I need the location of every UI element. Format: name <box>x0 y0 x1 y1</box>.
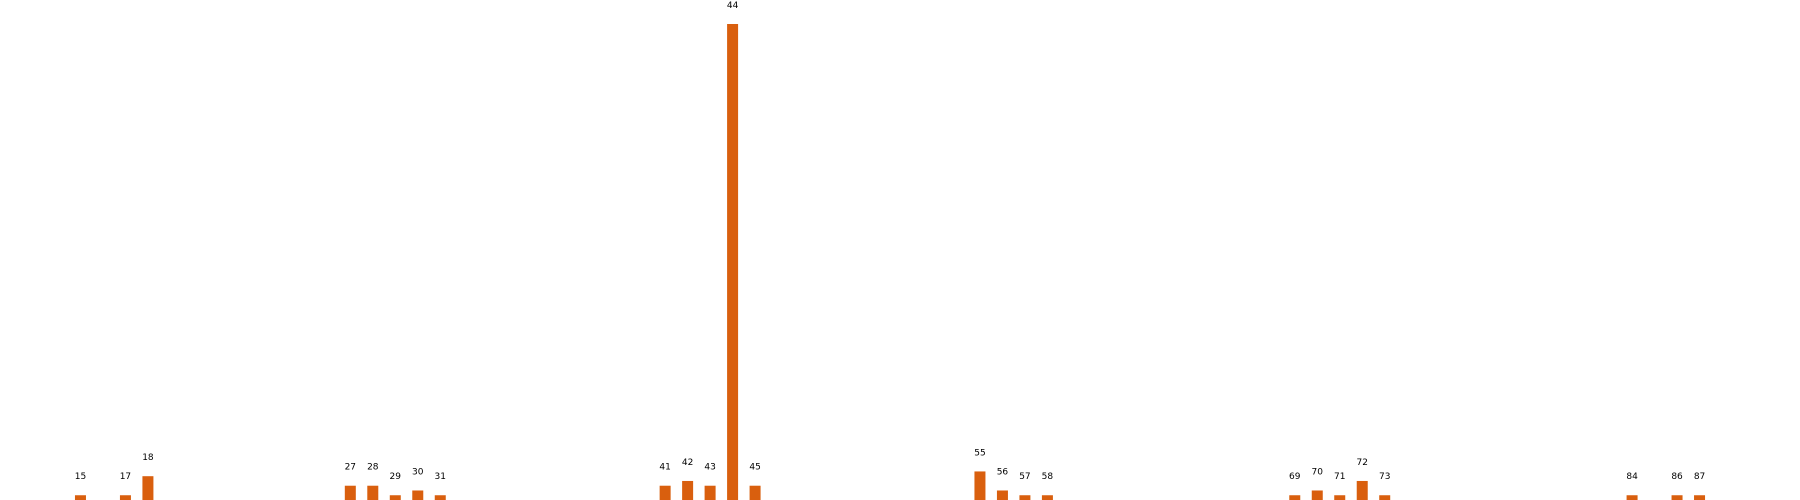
bar-31 <box>434 495 446 500</box>
bar-label-55: 55 <box>974 448 985 458</box>
bar-label-44: 44 <box>727 1 739 11</box>
bar-label-84: 84 <box>1626 472 1638 482</box>
bar-label-29: 29 <box>390 472 402 482</box>
bar-labels-group: 15 17 18 27 28 29 30 31 41 42 43 44 45 55 56 57 58 69 70 71… <box>75 1 1706 482</box>
bar-87 <box>1694 495 1706 500</box>
bar-27 <box>344 485 356 500</box>
bar-label-87: 87 <box>1694 472 1705 482</box>
bar-28 <box>367 485 379 500</box>
bar-label-27: 27 <box>345 463 356 473</box>
bar-44 <box>727 24 739 500</box>
bar-label-30: 30 <box>412 467 424 477</box>
bar-42 <box>682 480 694 500</box>
bar-30 <box>412 490 424 500</box>
bar-label-73: 73 <box>1379 472 1390 482</box>
bar-58 <box>1041 495 1053 500</box>
bar-70 <box>1311 490 1323 500</box>
bar-label-31: 31 <box>435 472 446 482</box>
bar-label-86: 86 <box>1671 472 1683 482</box>
bar-41 <box>659 485 671 500</box>
bar-15 <box>74 495 86 500</box>
bar-73 <box>1379 495 1391 500</box>
bar-label-57: 57 <box>1019 472 1030 482</box>
bar-71 <box>1334 495 1346 500</box>
bar-label-41: 41 <box>659 463 670 473</box>
bar-17 <box>119 495 131 500</box>
bar-29 <box>389 495 401 500</box>
bar-label-69: 69 <box>1289 472 1301 482</box>
bar-label-17: 17 <box>120 472 131 482</box>
bar-72 <box>1356 480 1368 500</box>
bar-label-72: 72 <box>1357 458 1368 468</box>
bar-label-56: 56 <box>997 467 1009 477</box>
bars-group <box>74 24 1706 500</box>
bar-45 <box>749 485 761 500</box>
bar-69 <box>1289 495 1301 500</box>
bar-18 <box>142 476 154 500</box>
bar-label-58: 58 <box>1042 472 1054 482</box>
bar-label-18: 18 <box>142 453 154 463</box>
bar-label-70: 70 <box>1312 467 1324 477</box>
bar-55 <box>974 471 986 500</box>
bar-label-43: 43 <box>704 463 715 473</box>
bar-43 <box>704 485 716 500</box>
bar-label-15: 15 <box>75 472 86 482</box>
bar-84 <box>1626 495 1638 500</box>
bar-86 <box>1671 495 1683 500</box>
bar-label-71: 71 <box>1334 472 1345 482</box>
bar-label-42: 42 <box>682 458 693 468</box>
bar-57 <box>1019 495 1031 500</box>
bar-label-45: 45 <box>749 463 760 473</box>
bar-label-28: 28 <box>367 463 379 473</box>
bar-56 <box>996 490 1008 500</box>
